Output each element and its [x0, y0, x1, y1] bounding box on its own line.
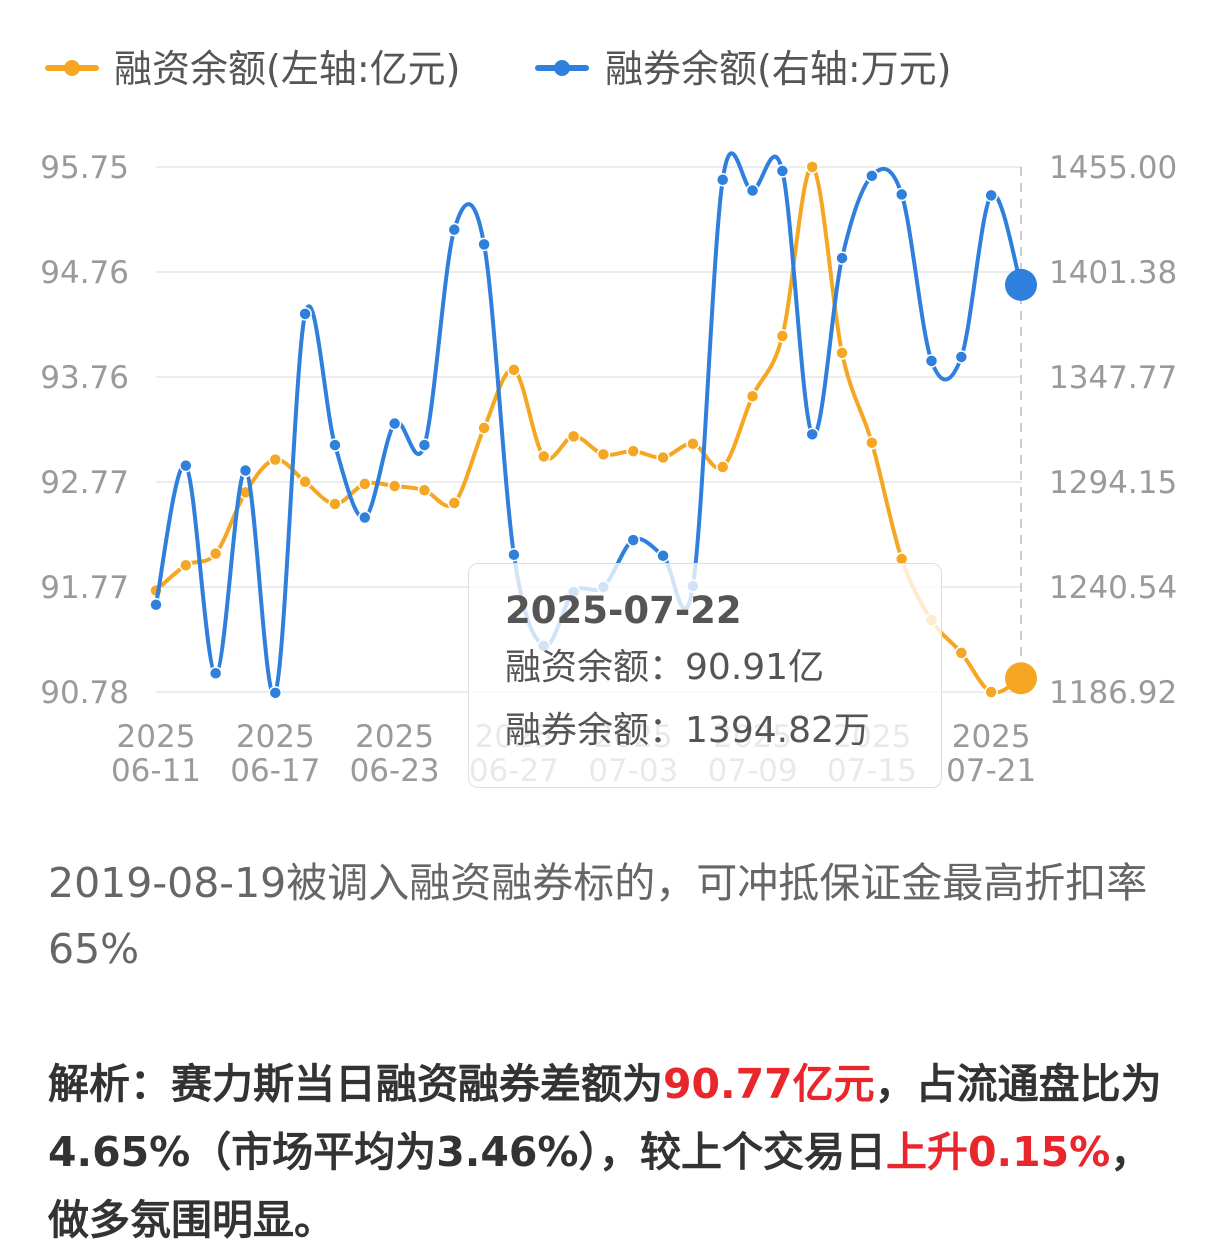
right-tick-label: 1240.54: [1049, 570, 1177, 606]
left-tick-label: 91.77: [40, 570, 129, 606]
point-financing[interactable]: [417, 483, 432, 497]
point-lending[interactable]: [775, 164, 790, 178]
point-lending[interactable]: [208, 666, 223, 680]
left-tick-label: 95.75: [40, 150, 129, 186]
analysis-diff-value: 90.77亿元: [663, 1060, 875, 1108]
x-tick-date: 06-23: [350, 753, 440, 789]
point-financing[interactable]: [805, 160, 819, 174]
legend-label-financing: 融资余额(左轴:亿元): [114, 47, 460, 91]
point-lending[interactable]: [507, 548, 521, 562]
point-financing[interactable]: [477, 421, 491, 435]
analysis-part-3: ，做多氛围明显。: [48, 1128, 1152, 1244]
x-tick-year: 2025: [355, 719, 434, 755]
point-lending[interactable]: [805, 427, 819, 442]
point-financing[interactable]: [626, 444, 640, 458]
point-lending[interactable]: [328, 438, 342, 452]
point-lending[interactable]: [149, 597, 163, 612]
right-tick-label: 1347.77: [1049, 360, 1177, 396]
series-layer: [149, 151, 1037, 700]
point-financing[interactable]: [537, 449, 551, 464]
left-tick-label: 90.78: [40, 675, 129, 711]
x-tick-year: 2025: [117, 719, 196, 755]
analysis-change-value: 上升0.15%: [885, 1128, 1111, 1176]
point-lending[interactable]: [924, 354, 939, 368]
point-financing[interactable]: [566, 429, 581, 444]
tooltip-financing-row: 融资余额：90.91亿: [505, 636, 941, 699]
x-tick-date: 07-21: [946, 753, 1036, 789]
tooltip-financing-value: 90.91亿: [685, 647, 825, 688]
point-lending[interactable]: [865, 169, 879, 183]
point-lending[interactable]: [447, 222, 462, 237]
point-financing[interactable]: [298, 475, 312, 489]
legend-label-lending: 融券余额(右轴:万元): [605, 47, 951, 91]
point-lending[interactable]: [387, 416, 402, 431]
point-lending[interactable]: [358, 510, 372, 525]
left-tick-label: 94.76: [40, 255, 129, 291]
point-financing[interactable]: [447, 496, 462, 510]
point-financing[interactable]: [179, 558, 193, 572]
right-tick-label: 1401.38: [1049, 255, 1177, 291]
analysis-part-2: ，占流通盘比为4.65%（市场平均为3.46%），较上个交易日: [48, 1060, 1162, 1176]
x-tick-year: 2025: [952, 719, 1031, 755]
right-tick-label: 1294.15: [1049, 465, 1177, 501]
tooltip-lending-value: 1394.82万: [685, 710, 870, 751]
right-tick-label: 1186.92: [1049, 675, 1177, 711]
point-lending[interactable]: [715, 172, 730, 187]
tooltip-lending-row: 融券余额：1394.82万: [505, 699, 941, 762]
point-lending[interactable]: [626, 533, 640, 547]
point-lending[interactable]: [894, 187, 909, 202]
point-lending[interactable]: [298, 307, 312, 321]
legend-item-lending[interactable]: 融券余额(右轴:万元): [535, 47, 951, 91]
point-lending[interactable]: [954, 350, 969, 364]
point-lending[interactable]: [745, 183, 760, 198]
point-financing[interactable]: [686, 437, 700, 451]
right-axis-ticks: 1455.00 1401.38 1347.77 1294.15 1240.54 1186.…: [1049, 150, 1177, 711]
point-financing[interactable]: [208, 546, 223, 561]
left-axis-ticks: 95.75 94.76 93.76 92.77 91.77 90.78: [40, 150, 129, 711]
point-financing[interactable]: [656, 450, 670, 465]
point-lending[interactable]: [984, 188, 998, 203]
point-financing[interactable]: [954, 646, 969, 660]
margin-eligibility-note: 2019-08-19被调入融资融券标的，可冲抵保证金最高折扣率65%: [48, 859, 1148, 973]
left-tick-label: 93.76: [40, 360, 129, 396]
right-tick-label: 1455.00: [1049, 150, 1177, 186]
tooltip-date: 2025-07-22: [505, 589, 742, 632]
tooltip-lending-label: 融券余额：: [505, 710, 686, 751]
point-lending[interactable]: [835, 251, 849, 265]
point-lending[interactable]: [417, 438, 432, 452]
point-financing[interactable]: [984, 685, 998, 699]
x-tick-date: 06-17: [230, 753, 320, 789]
x-tick-date: 06-11: [111, 753, 201, 789]
analysis-part-1: 解析：赛力斯当日融资融券差额为: [48, 1060, 663, 1108]
point-financing[interactable]: [358, 477, 372, 491]
point-lending[interactable]: [656, 548, 670, 563]
point-financing[interactable]: [507, 363, 521, 377]
point-financing[interactable]: [745, 389, 760, 403]
x-tick-year: 2025: [236, 719, 315, 755]
legend-item-financing[interactable]: 融资余额(左轴:亿元): [45, 47, 460, 91]
point-lending[interactable]: [179, 458, 193, 473]
point-lending[interactable]: [238, 463, 253, 478]
point-lending[interactable]: [477, 237, 491, 252]
tooltip-financing-label: 融资余额：: [505, 647, 686, 688]
analysis-paragraph: 解析：赛力斯当日融资融券差额为90.77亿元，占流通盘比为4.65%（市场平均为…: [48, 1050, 1173, 1254]
point-financing[interactable]: [387, 479, 402, 493]
point-financing[interactable]: [775, 329, 790, 343]
point-financing[interactable]: [835, 346, 849, 360]
point-lending[interactable]: [268, 686, 283, 700]
point-lending-active[interactable]: [1005, 268, 1037, 301]
left-tick-label: 92.77: [40, 465, 129, 501]
point-financing[interactable]: [596, 447, 611, 462]
tooltip: 2025-07-22 融资余额：90.91亿 融券余额：1394.82万: [468, 563, 942, 788]
point-financing[interactable]: [328, 497, 342, 511]
point-financing[interactable]: [715, 460, 730, 474]
legend[interactable]: 融资余额(左轴:亿元) 融券余额(右轴:万元): [45, 47, 951, 91]
point-financing[interactable]: [865, 435, 879, 450]
point-financing[interactable]: [268, 452, 283, 467]
point-financing-active[interactable]: [1005, 662, 1037, 695]
